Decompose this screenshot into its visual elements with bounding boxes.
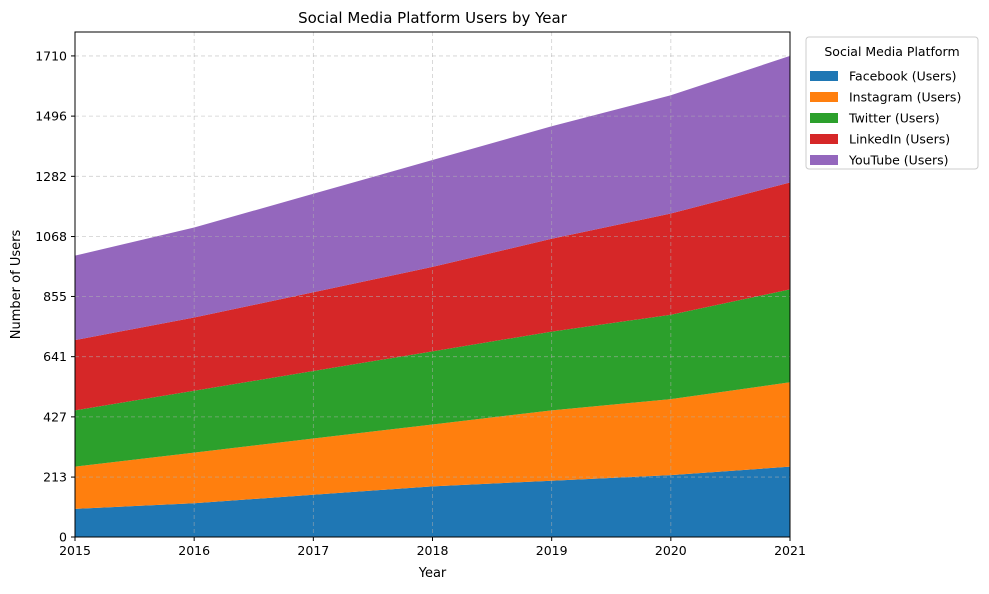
y-tick-label: 1068	[35, 229, 67, 244]
x-tick-label: 2021	[774, 543, 806, 558]
y-tick-label: 1496	[35, 109, 67, 124]
legend-title: Social Media Platform	[824, 44, 959, 59]
legend-swatch	[810, 113, 838, 123]
y-tick-label: 641	[43, 349, 67, 364]
y-tick-label: 0	[59, 530, 67, 545]
y-tick-label: 427	[43, 409, 67, 424]
legend-label: LinkedIn (Users)	[849, 132, 950, 147]
y-tick-label: 213	[43, 470, 67, 485]
legend: Social Media Platform Facebook (Users) In…	[805, 36, 979, 170]
x-tick-label: 2015	[59, 543, 91, 558]
chart-title: Social Media Platform Users by Year	[298, 9, 568, 27]
legend-label: Instagram (Users)	[849, 90, 961, 105]
legend-label: Facebook (Users)	[849, 69, 956, 84]
y-tick-label: 1710	[35, 48, 67, 63]
legend-swatch	[810, 155, 838, 165]
legend-swatch	[810, 92, 838, 102]
area-youtube	[75, 55, 790, 341]
x-tick-label: 2016	[178, 543, 210, 558]
x-axis-title: Year	[418, 566, 447, 581]
grid-layer	[74, 32, 791, 538]
y-axis-title: Number of Users	[9, 230, 24, 340]
x-tick-label: 2020	[655, 543, 687, 558]
legend-swatch	[810, 134, 838, 144]
ticks-layer: 2015 2016 2017 2018 2019 2020 2021 0 213 427 641 85…	[35, 48, 806, 558]
legend-label: YouTube (Users)	[848, 153, 949, 168]
legend-swatch	[810, 71, 838, 81]
legend-label: Twitter (Users)	[848, 111, 940, 126]
y-tick-label: 855	[43, 289, 67, 304]
legend-box	[805, 36, 979, 170]
x-tick-label: 2018	[417, 543, 449, 558]
y-tick-label: 1282	[35, 169, 67, 184]
x-tick-label: 2019	[536, 543, 568, 558]
legend-entries: Facebook (Users) Instagram (Users) Twitter…	[810, 69, 961, 168]
x-tick-label: 2017	[297, 543, 329, 558]
